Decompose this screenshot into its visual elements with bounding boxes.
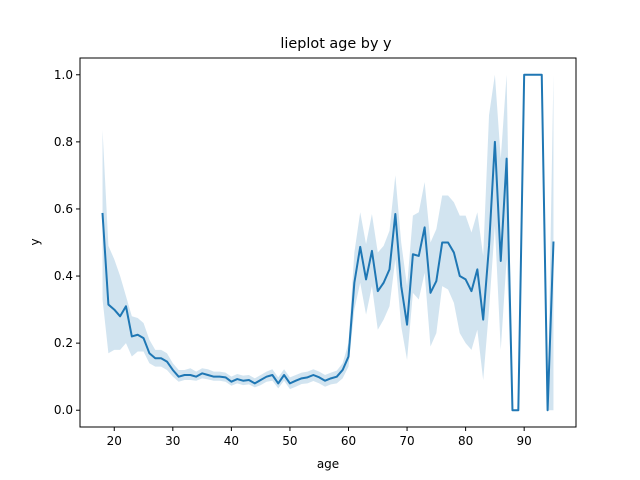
confidence-band	[102, 74, 554, 411]
y-tick-label: 1.0	[54, 68, 73, 82]
plot-area	[101, 73, 555, 412]
x-tick-label: 20	[107, 434, 122, 448]
y-tick-label: 0.0	[54, 403, 73, 417]
x-tick-label: 70	[399, 434, 414, 448]
y-tick-label: 0.8	[54, 135, 73, 149]
x-tick-label: 60	[341, 434, 356, 448]
x-tick-label: 30	[165, 434, 180, 448]
y-tick-label: 0.6	[54, 202, 73, 216]
x-tick-label: 90	[517, 434, 532, 448]
y-axis-label: y	[28, 238, 42, 245]
y-tick-label: 0.2	[54, 336, 73, 350]
chart-title: lieplot age by y	[280, 36, 392, 52]
x-axis-label: age	[317, 457, 339, 471]
y-tick-label: 0.4	[54, 269, 73, 283]
axes-frame	[79, 57, 577, 428]
x-tick-label: 40	[224, 434, 239, 448]
x-tick-label: 80	[458, 434, 473, 448]
x-axis: 20 30 40 50 60 70 80 90	[107, 427, 532, 448]
series-line	[101, 73, 555, 412]
x-tick-label: 50	[282, 434, 297, 448]
y-axis: 0.0 0.2 0.4 0.6 0.8 1.0	[54, 68, 80, 417]
